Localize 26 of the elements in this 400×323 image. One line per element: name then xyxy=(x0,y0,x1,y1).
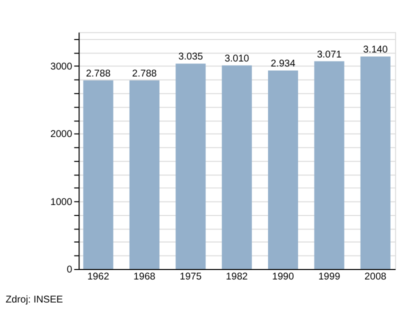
data-label: 2.934 xyxy=(270,58,296,70)
x-tick-label: 2008 xyxy=(364,271,387,282)
bar xyxy=(83,80,114,270)
x-tick-label: 1968 xyxy=(134,271,156,282)
x-tick-label: 1990 xyxy=(272,271,295,282)
bar xyxy=(360,56,390,270)
data-label: 3.010 xyxy=(224,53,250,64)
bar xyxy=(129,80,160,270)
data-label: 2.788 xyxy=(132,68,158,80)
text: Zdroj: INSEE xyxy=(6,294,64,306)
bar xyxy=(222,65,252,270)
data-label: 3.071 xyxy=(316,49,342,60)
y-tick-label: 2000 xyxy=(50,129,73,140)
bar xyxy=(176,64,206,270)
y-tick-label: 0 xyxy=(66,264,73,276)
x-tick-label: 1975 xyxy=(180,271,202,282)
y-tick-label: 1000 xyxy=(50,196,73,208)
bar xyxy=(314,61,344,270)
y-tick-label: 3000 xyxy=(50,61,73,72)
x-tick-label: 1962 xyxy=(87,271,110,282)
data-label: 3.140 xyxy=(363,44,388,56)
x-tick-label: 1999 xyxy=(318,271,340,282)
data-label: 2.788 xyxy=(86,68,112,80)
bar xyxy=(268,70,298,270)
x-tick-label: 1982 xyxy=(226,271,248,282)
data-label: 3.035 xyxy=(178,52,204,63)
